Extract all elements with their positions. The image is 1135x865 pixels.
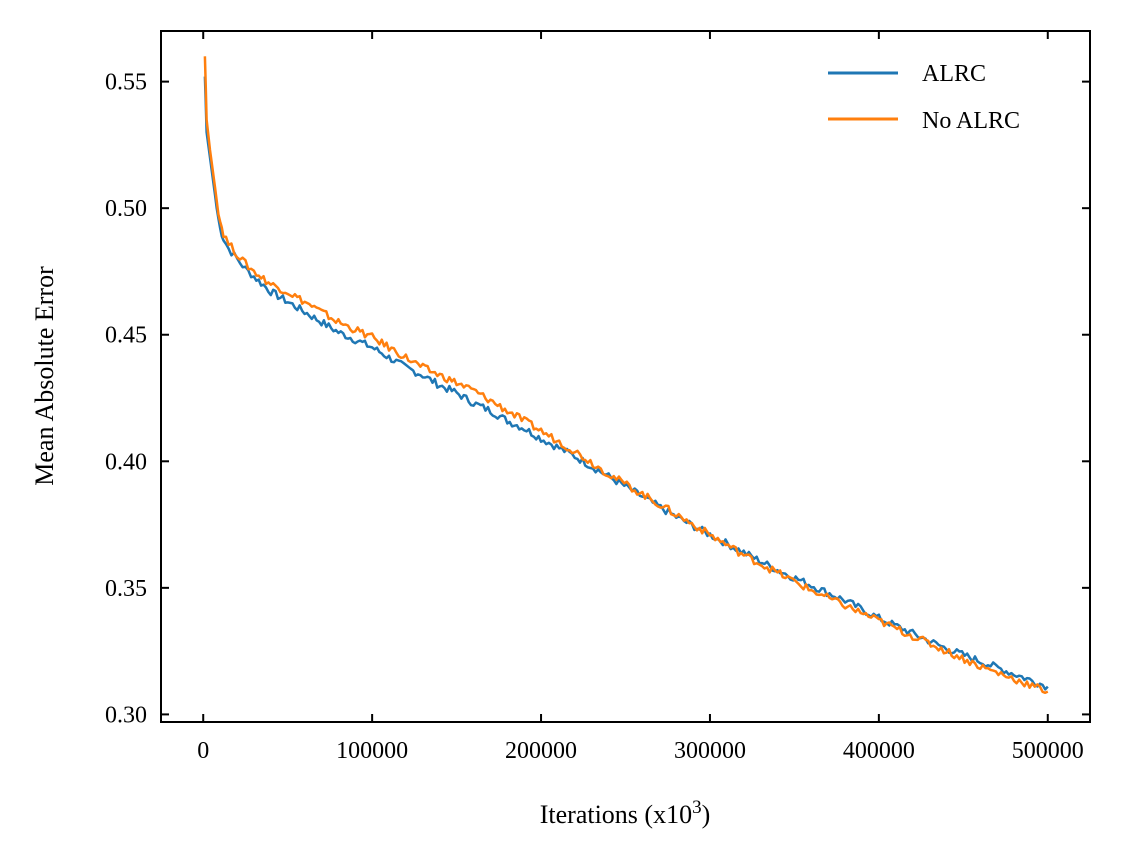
x-tick-label: 500000	[1012, 738, 1084, 764]
y-tick-label: 0.35	[105, 576, 147, 602]
y-tick-label: 0.55	[105, 70, 147, 96]
legend-label-no-alrc: No ALRC	[922, 108, 1020, 134]
series-line-no-alrc	[203, 56, 1049, 695]
y-axis-label: Mean Absolute Error	[30, 266, 59, 486]
x-axis-label-superscript: 3	[692, 797, 702, 818]
y-tick-label: 0.40	[105, 449, 147, 475]
legend-label-alrc: ALRC	[922, 61, 986, 87]
x-tick-label: 300000	[674, 738, 746, 764]
x-tick-label: 100000	[336, 738, 408, 764]
x-tick-label: 0	[197, 738, 209, 764]
plot-frame	[160, 30, 1091, 723]
x-axis-label: Iterations (x103)	[540, 797, 711, 829]
legend: ALRC No ALRC	[828, 61, 1020, 134]
y-axis: 0.30 0.35 0.40 0.45 0.50 0.55	[105, 70, 1090, 728]
y-tick-label: 0.50	[105, 196, 147, 222]
series-layer	[203, 56, 1049, 695]
x-axis: 0 100000 200000 300000 400000 500000	[197, 31, 1084, 764]
y-tick-label: 0.45	[105, 323, 147, 349]
x-tick-label: 200000	[505, 738, 577, 764]
y-tick-label: 0.30	[105, 702, 147, 728]
x-tick-label: 400000	[843, 738, 915, 764]
